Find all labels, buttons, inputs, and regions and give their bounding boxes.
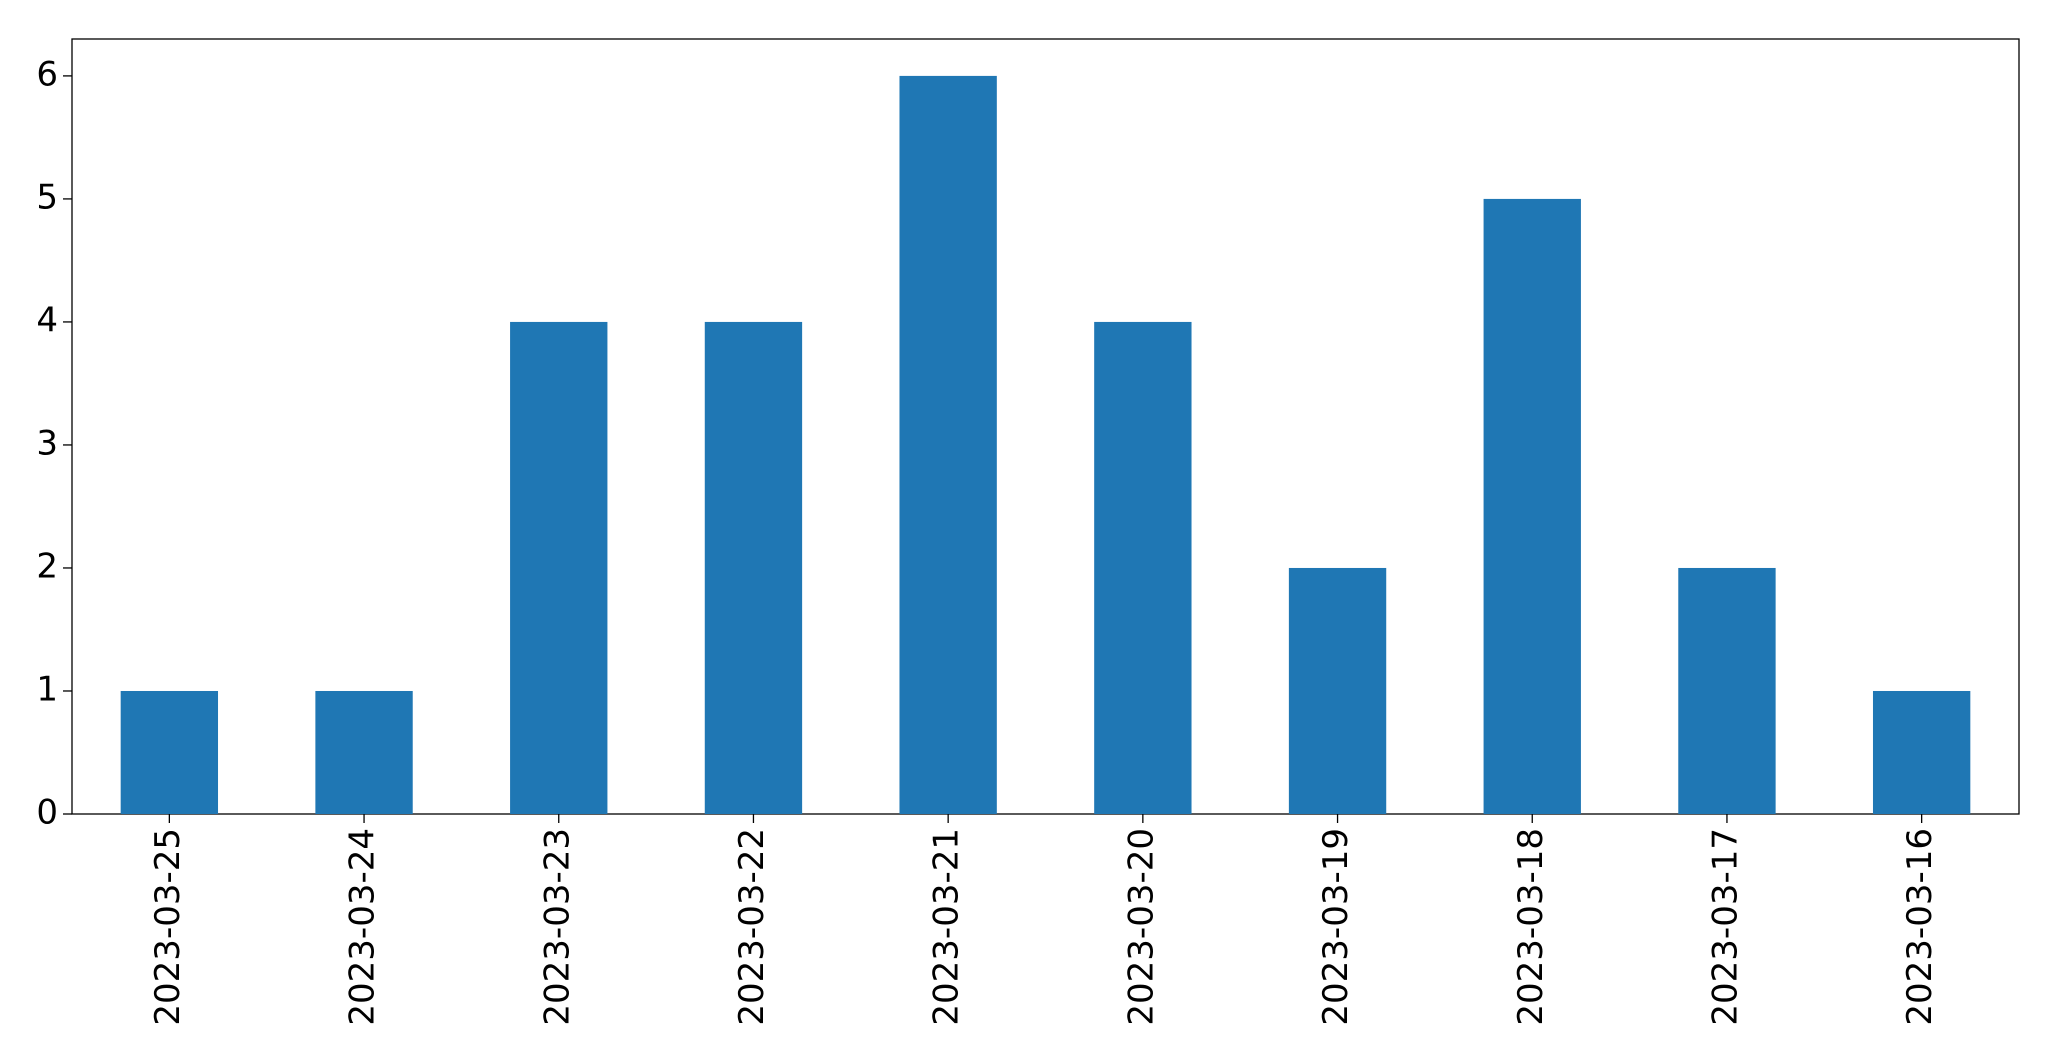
plot-frame xyxy=(71,38,2020,815)
x-tick-label: 2023-03-17 xyxy=(1705,828,1745,1026)
bar xyxy=(120,690,219,814)
bar xyxy=(1094,321,1192,814)
y-tick-label: 2 xyxy=(36,546,58,586)
x-tick-label: 2023-03-25 xyxy=(148,828,188,1026)
x-tick-label: 2023-03-21 xyxy=(927,828,967,1026)
bar xyxy=(510,321,608,814)
x-tick-label: 2023-03-24 xyxy=(343,828,383,1026)
y-tick-label: 3 xyxy=(36,423,58,463)
x-tick-label: 2023-03-22 xyxy=(732,828,772,1026)
y-tick-label: 4 xyxy=(36,300,58,340)
bar xyxy=(704,321,803,814)
x-tick-label: 2023-03-16 xyxy=(1900,828,1940,1026)
x-tick-label: 2023-03-19 xyxy=(1316,828,1356,1026)
y-tick-label: 1 xyxy=(36,669,58,709)
y-tick-label: 6 xyxy=(36,54,58,94)
bar xyxy=(1483,198,1581,814)
bar xyxy=(1872,690,1971,814)
y-tick-label: 5 xyxy=(36,177,58,217)
bar xyxy=(899,75,997,814)
x-tick-label: 2023-03-18 xyxy=(1511,828,1551,1026)
x-tick-label: 2023-03-20 xyxy=(1121,828,1161,1026)
bar xyxy=(1288,567,1387,814)
bar xyxy=(315,690,413,814)
x-tick-label: 2023-03-23 xyxy=(537,828,577,1026)
y-tick-label: 0 xyxy=(36,793,58,833)
bar xyxy=(1678,567,1776,814)
